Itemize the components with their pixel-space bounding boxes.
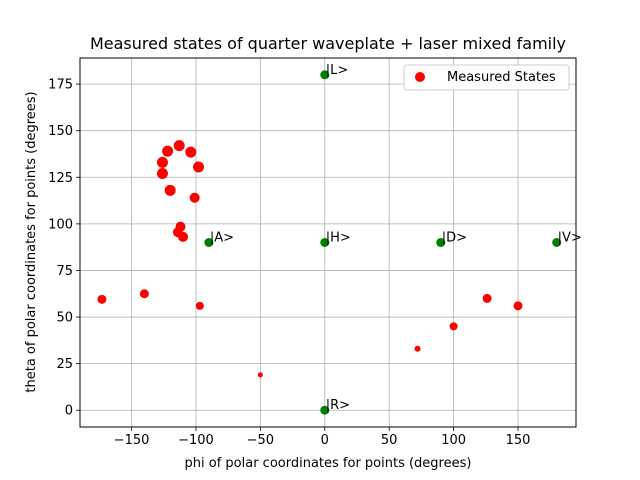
y-tick-label: 0: [65, 404, 73, 419]
reference-state-point: [320, 238, 330, 247]
legend: Measured States: [403, 64, 570, 91]
measured-state-point: [482, 293, 492, 303]
reference-state-point: [552, 238, 562, 247]
measured-state-point: [257, 372, 263, 378]
y-tick-label: 25: [56, 357, 73, 372]
measured-state-point: [193, 161, 205, 173]
measured-state-point: [97, 294, 107, 304]
plot-frame: [79, 57, 577, 428]
reference-state-point: [204, 238, 214, 247]
y-axis-label: theta of polar coordinates for points (d…: [24, 91, 39, 392]
reference-state-label: |H>: [326, 231, 351, 246]
measured-state-point: [156, 168, 168, 180]
measured-state-point: [195, 301, 204, 310]
y-tick-label: 50: [56, 311, 73, 326]
measured-state-point: [178, 231, 189, 242]
x-tick-label: −100: [178, 433, 214, 448]
x-axis-label: phi of polar coordinates for points (deg…: [185, 456, 472, 471]
measured-state-point: [449, 322, 458, 331]
measured-state-point: [156, 156, 168, 168]
x-tick-label: 150: [506, 433, 531, 448]
measured-state-point: [414, 345, 421, 352]
y-tick-label: 75: [56, 264, 73, 279]
reference-state-label: |L>: [326, 63, 349, 78]
measured-state-point: [513, 301, 523, 311]
x-tick-label: 100: [441, 433, 466, 448]
measured-state-point: [139, 289, 149, 299]
x-tick-label: 50: [381, 433, 398, 448]
axis-ticks: −150 −100 −50 0 50 100 150 0 25 50 75 100 125 150 175: [48, 78, 530, 448]
reference-labels: |L> |H> |A> |D> |V> |R>: [210, 63, 582, 413]
x-tick-label: 0: [321, 433, 329, 448]
y-tick-label: 100: [48, 217, 73, 232]
chart-title: Measured states of quarter waveplate + l…: [90, 34, 566, 53]
reference-state-point: [320, 405, 330, 415]
measured-state-point: [173, 140, 185, 152]
measured-state-point: [189, 192, 200, 203]
reference-state-label: |V>: [558, 231, 582, 246]
data-points: [97, 70, 562, 415]
reference-state-label: |R>: [326, 398, 350, 413]
x-tick-label: −50: [247, 433, 274, 448]
reference-state-point: [436, 238, 446, 247]
measured-state-point: [164, 184, 176, 196]
legend-label: Measured States: [447, 70, 556, 85]
y-tick-label: 175: [48, 78, 73, 93]
measured-state-point: [185, 146, 197, 158]
legend-box: [403, 64, 570, 91]
y-tick-label: 150: [48, 124, 73, 139]
y-tick-label: 125: [48, 171, 73, 186]
reference-state-label: |D>: [442, 231, 467, 246]
reference-state-point: [320, 70, 330, 80]
legend-marker: [415, 72, 425, 82]
grid-lines: [80, 58, 576, 427]
measured-state-point: [162, 145, 174, 157]
x-tick-label: −150: [114, 433, 150, 448]
reference-state-label: |A>: [210, 231, 234, 246]
